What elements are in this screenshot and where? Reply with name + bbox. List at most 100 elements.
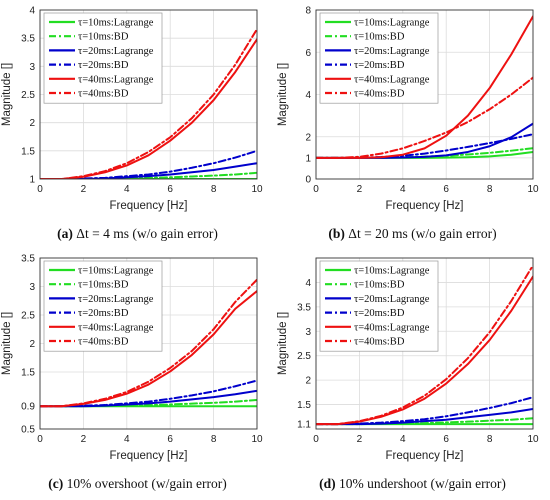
x-tick-label-d: 8 — [487, 434, 493, 445]
legend-entry-a-3: τ=20ms:BD — [78, 60, 129, 71]
y-tick-label-b: 4 — [305, 90, 311, 101]
legend-entry-c-5: τ=40ms:BD — [78, 337, 129, 348]
y-tick-label-c: 1.5 — [21, 368, 35, 379]
x-axis-label-b: Frequency [Hz] — [386, 200, 464, 212]
legend-entry-b-0: τ=10ms:Lagrange — [354, 18, 430, 29]
chart-c: 0 2 4 6 8 10 0.5 0.9 1.5 2 2.5 3 3.5 τ=10ms:Lagrange τ… — [1, 254, 263, 463]
series-line-c-5 — [40, 278, 257, 408]
x-tick-label-b: 2 — [357, 184, 363, 195]
y-tick-label-d: 2 — [305, 376, 311, 387]
y-tick-label-c: 2 — [29, 339, 35, 350]
series-line-a-5 — [40, 28, 257, 179]
legend-entry-b-2: τ=20ms:Lagrange — [354, 46, 430, 57]
x-tick-label-c: 8 — [211, 434, 217, 445]
caption-a-tag: (a) — [57, 226, 73, 241]
x-tick-label-b: 10 — [527, 184, 539, 195]
plot-frame-d — [315, 257, 534, 430]
y-tick-label-b: 6 — [305, 48, 311, 59]
y-tick-label-c: 0.9 — [21, 402, 35, 413]
caption-c: (c) 10% overshoot (w/gain error) — [0, 476, 275, 492]
y-tick-label-c: 0.5 — [21, 425, 35, 436]
x-tick-label-b: 8 — [487, 184, 493, 195]
legend-entry-b-1: τ=10ms:BD — [354, 32, 405, 43]
series-line-a-1 — [40, 171, 257, 179]
x-tick-label-a: 8 — [211, 184, 217, 195]
x-tick-label-d: 0 — [313, 434, 319, 445]
caption-d-text: 10% undershoot (w/gain error) — [339, 476, 506, 491]
legend-entry-d-3: τ=20ms:BD — [354, 308, 405, 319]
y-tick-label-d: 4 — [305, 278, 311, 289]
y-axis-label-d: Magnitude [] — [277, 312, 289, 375]
legend-entry-c-4: τ=40ms:Lagrange — [78, 322, 154, 333]
x-tick-label-d: 6 — [443, 434, 449, 445]
legend-entry-a-5: τ=40ms:BD — [78, 89, 129, 100]
legend-entry-b-3: τ=20ms:BD — [354, 60, 405, 71]
y-axis-label-a: Magnitude [] — [1, 63, 13, 126]
legend-entry-d-5: τ=40ms:BD — [354, 337, 405, 348]
y-tick-label-a: 3 — [29, 62, 35, 73]
y-tick-label-c: 3.5 — [21, 254, 35, 265]
y-tick-label-a: 4 — [29, 6, 35, 17]
chart-a: 0 2 4 6 8 10 1 1.5 2 2.5 3 3.5 4 τ=10ms:Lagrange τ=10m… — [1, 6, 263, 213]
plot-frame-c — [39, 257, 258, 430]
x-tick-label-a: 2 — [81, 184, 87, 195]
y-tick-label-b: 8 — [305, 6, 311, 17]
y-tick-label-d: 1.5 — [297, 400, 311, 411]
legend-entry-b-4: τ=40ms:Lagrange — [354, 74, 430, 85]
y-tick-label-b: 0 — [305, 175, 311, 186]
y-tick-label-b: 1 — [305, 153, 311, 164]
y-tick-label-d: 3 — [305, 327, 311, 338]
legend-entry-a-2: τ=20ms:Lagrange — [78, 46, 154, 57]
x-tick-label-a: 10 — [251, 184, 263, 195]
y-tick-label-b: 2 — [305, 132, 311, 143]
legend-entry-a-1: τ=10ms:BD — [78, 32, 129, 43]
series-line-c-3 — [40, 379, 257, 408]
y-tick-label-d: 3.5 — [297, 302, 311, 313]
y-tick-label-a: 1 — [29, 175, 35, 186]
y-axis-label-b: Magnitude [] — [277, 63, 289, 126]
legend-b — [319, 12, 439, 104]
legend-entry-a-4: τ=40ms:Lagrange — [78, 74, 154, 85]
x-axis-label-c: Frequency [Hz] — [110, 450, 188, 462]
y-axis-label-c: Magnitude [] — [1, 312, 13, 375]
series-line-d-5 — [316, 264, 533, 426]
legend-entry-d-1: τ=10ms:BD — [354, 280, 405, 291]
y-tick-label-d: 2.5 — [297, 351, 311, 362]
series-line-d-3 — [316, 396, 533, 426]
y-tick-label-a: 2.5 — [21, 90, 35, 101]
y-tick-label-a: 2 — [29, 118, 35, 129]
x-tick-label-d: 4 — [400, 434, 406, 445]
y-tick-label-d: 1.1 — [297, 420, 311, 431]
legend-d — [319, 260, 439, 352]
legend-entry-b-5: τ=40ms:BD — [354, 89, 405, 100]
x-tick-label-b: 6 — [443, 184, 449, 195]
legend-entry-d-0: τ=10ms:Lagrange — [354, 266, 430, 277]
x-tick-label-c: 2 — [81, 434, 87, 445]
y-tick-label-a: 3.5 — [21, 34, 35, 45]
series-line-b-5 — [316, 76, 533, 159]
x-tick-label-c: 4 — [124, 434, 130, 445]
x-tick-label-a: 0 — [37, 184, 43, 195]
caption-b-tag: (b) — [328, 226, 345, 241]
caption-b-text: Δt = 20 ms (w/o gain error) — [348, 226, 497, 241]
legend-entry-a-0: τ=10ms:Lagrange — [78, 18, 154, 29]
caption-b: (b) Δt = 20 ms (w/o gain error) — [275, 226, 550, 242]
y-tick-label-c: 3 — [29, 282, 35, 293]
legend-entry-d-2: τ=20ms:Lagrange — [354, 294, 430, 305]
chart-d: 0 2 4 6 8 10 1.1 1.5 2 2.5 3 3.5 4 τ=10ms:Lagrange τ=1… — [277, 257, 539, 462]
plot-frame-b — [315, 9, 534, 180]
caption-d: (d) 10% undershoot (w/gain error) — [275, 476, 550, 492]
caption-c-text: 10% overshoot (w/gain error) — [66, 476, 227, 491]
x-tick-label-c: 0 — [37, 434, 43, 445]
x-tick-label-c: 6 — [167, 434, 173, 445]
x-tick-label-b: 4 — [400, 184, 406, 195]
x-tick-label-c: 10 — [251, 434, 263, 445]
x-tick-label-d: 10 — [527, 434, 539, 445]
y-tick-label-a: 1.5 — [21, 146, 35, 157]
legend-entry-d-4: τ=40ms:Lagrange — [354, 322, 430, 333]
caption-a: (a) Δt = 4 ms (w/o gain error) — [0, 226, 275, 242]
x-tick-label-a: 6 — [167, 184, 173, 195]
legend-a — [43, 12, 163, 104]
x-tick-label-a: 4 — [124, 184, 130, 195]
